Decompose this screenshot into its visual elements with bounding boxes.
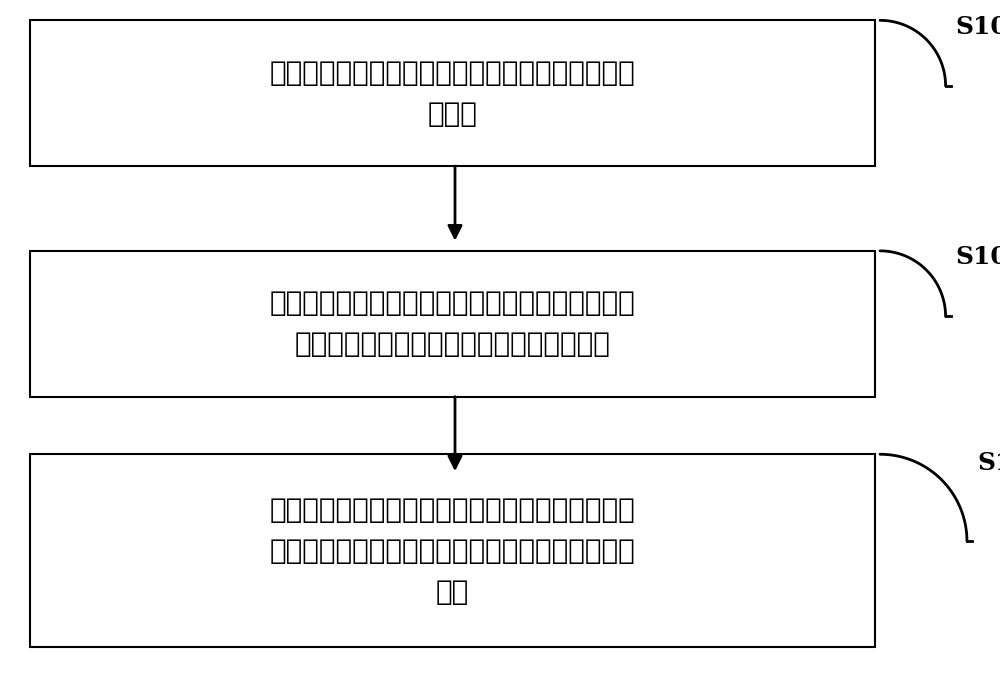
Bar (30, 251, 875, 397)
Text: 信装置: 信装置 (428, 100, 477, 127)
Bar (30, 454, 875, 647)
Text: 在路灯设施的灯杆上安装路灯、充电装置和无线通: 在路灯设施的灯杆上安装路灯、充电装置和无线通 (270, 59, 635, 87)
Text: ，对所述充电装置为相应电动汽车的充电操作进行: ，对所述充电装置为相应电动汽车的充电操作进行 (270, 537, 635, 565)
Text: S102: S102 (956, 245, 1000, 269)
Text: 安装的路灯、充电装置和无线通信装置供电: 安装的路灯、充电装置和无线通信装置供电 (295, 330, 610, 358)
Text: 在保证对所述无线通信装置和所述路灯供电的同时: 在保证对所述无线通信装置和所述路灯供电的同时 (270, 496, 635, 524)
Text: S103: S103 (977, 451, 1000, 475)
Text: 控制: 控制 (436, 578, 469, 605)
Text: S101: S101 (956, 15, 1000, 39)
Text: 利用所述路灯设施接入的外部电源，为所述灯杆上: 利用所述路灯设施接入的外部电源，为所述灯杆上 (270, 290, 635, 317)
Bar (30, 20, 875, 166)
